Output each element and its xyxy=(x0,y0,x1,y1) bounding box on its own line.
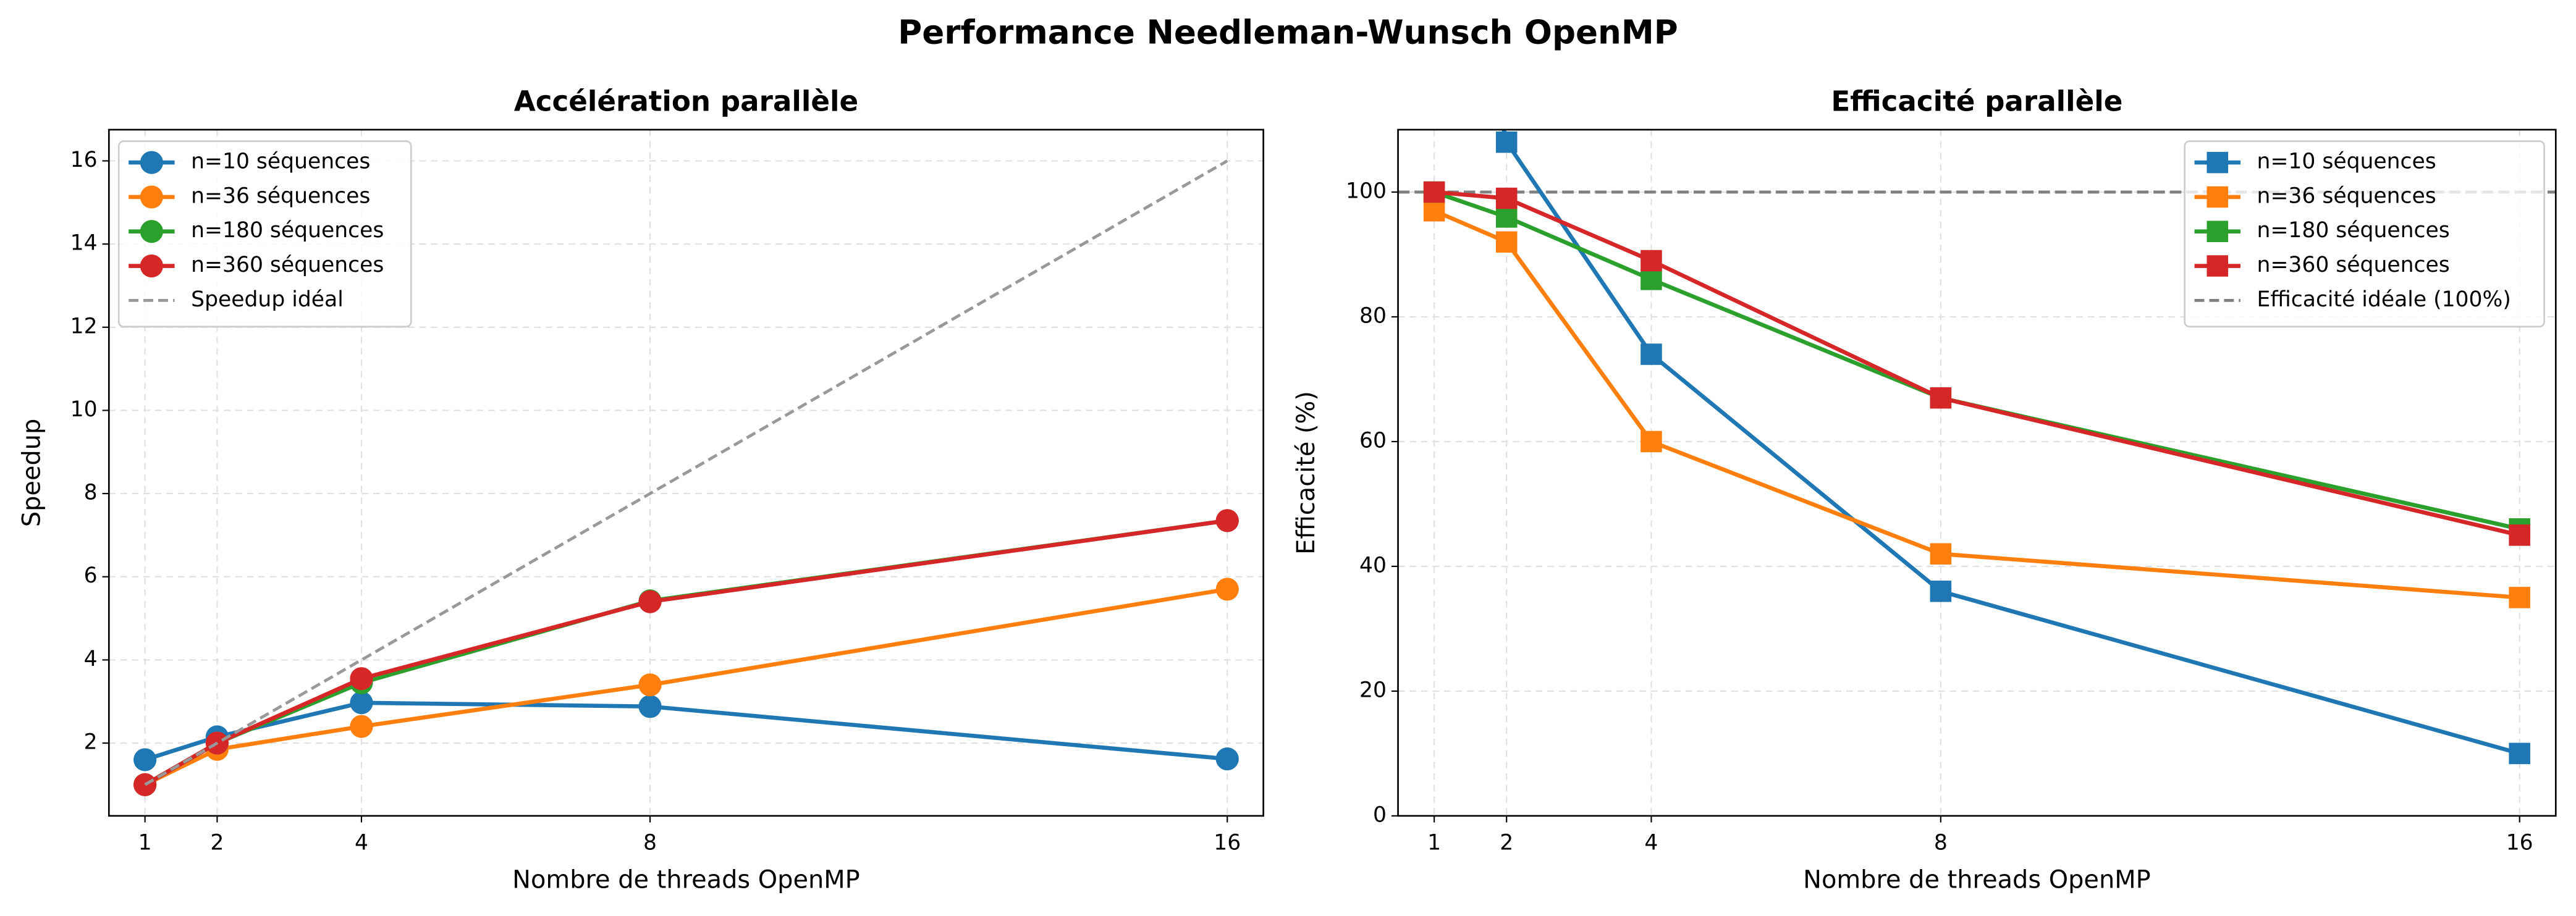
y-tick-label: 8 xyxy=(84,481,98,505)
axes-frame xyxy=(108,128,1264,817)
x-tick-label: 2 xyxy=(1500,831,1513,855)
marker xyxy=(638,590,662,613)
legend-label: n=180 séquences xyxy=(2257,218,2450,243)
legend-label: n=360 séquences xyxy=(191,253,384,277)
marker xyxy=(1423,181,1445,203)
marker xyxy=(140,151,163,174)
legend-label: n=36 séquences xyxy=(191,183,370,208)
marker xyxy=(1495,131,1518,153)
marker xyxy=(1930,581,1952,602)
y-axis-label: Speedup xyxy=(18,419,46,527)
marker xyxy=(350,715,373,738)
x-tick-label: 8 xyxy=(643,831,657,855)
x-axis-label: Nombre de threads OpenMP xyxy=(512,866,860,894)
x-tick-label: 4 xyxy=(355,831,368,855)
marker xyxy=(1495,231,1518,253)
marker xyxy=(350,691,373,715)
marker xyxy=(2509,524,2530,546)
marker xyxy=(1495,187,1518,209)
marker xyxy=(2206,221,2229,243)
plot-area xyxy=(133,159,1239,796)
chart-title: Accélération parallèle xyxy=(514,85,858,117)
x-tick-label: 1 xyxy=(138,831,152,855)
series-line xyxy=(144,700,1228,762)
marker xyxy=(2509,742,2530,765)
x-tick-label: 2 xyxy=(210,831,224,855)
chart-title: Efficacité parallèle xyxy=(1831,85,2122,117)
legend: n=10 séquences n=36 séquences n=180 séquen… xyxy=(117,140,412,328)
y-tick-label: 6 xyxy=(84,563,98,588)
series-line xyxy=(144,159,1228,786)
y-tick-label: 80 xyxy=(1359,303,1387,328)
marker xyxy=(140,185,163,209)
legend-label: n=36 séquences xyxy=(2257,183,2436,208)
x-tick-label: 1 xyxy=(1427,831,1441,855)
y-tick-label: 10 xyxy=(70,397,98,422)
y-tick-label: 40 xyxy=(1359,553,1387,578)
legend-box xyxy=(2184,140,2545,328)
series-line xyxy=(144,587,1228,787)
marker xyxy=(1215,509,1239,532)
marker xyxy=(1215,747,1239,771)
marker xyxy=(1641,269,1662,290)
chart: Accélération parallèle Nombre de threads … xyxy=(18,85,1264,894)
legend-label: n=360 séquences xyxy=(2257,253,2450,277)
y-axis-label: Efficacité (%) xyxy=(1292,391,1320,555)
x-axis-label: Nombre de threads OpenMP xyxy=(1803,866,2151,894)
y-tick-label: 16 xyxy=(70,148,98,172)
marker xyxy=(1641,250,1662,272)
x-tick-label: 16 xyxy=(1214,831,1241,855)
marker xyxy=(1641,343,1662,365)
legend-label: n=10 séquences xyxy=(2257,149,2436,174)
chart: Efficacité parallèle Nombre de threads Op… xyxy=(1292,85,2557,894)
y-tick-label: 2 xyxy=(84,730,98,755)
marker xyxy=(2206,151,2229,174)
figure-title: Performance Needleman-Wunsch OpenMP xyxy=(898,13,1678,51)
y-tick-label: 4 xyxy=(84,647,98,671)
y-tick-label: 20 xyxy=(1359,678,1387,702)
legend: n=10 séquences n=36 séquences n=180 séquen… xyxy=(2184,140,2545,328)
marker xyxy=(140,254,163,278)
legend-label: Efficacité idéale (100%) xyxy=(2257,287,2511,312)
marker xyxy=(1641,431,1662,453)
marker xyxy=(2509,587,2530,608)
marker xyxy=(140,220,163,243)
marker xyxy=(1215,578,1239,601)
axes-frame xyxy=(1397,128,2557,817)
marker xyxy=(1930,387,1952,409)
marker xyxy=(1423,200,1445,222)
legend-label: n=10 séquences xyxy=(191,149,370,174)
marker xyxy=(350,667,373,691)
marker xyxy=(2206,255,2229,277)
marker xyxy=(638,673,662,697)
y-tick-label: 100 xyxy=(1346,179,1387,203)
legend-label: Speedup idéal xyxy=(191,287,344,312)
x-tick-label: 4 xyxy=(1644,831,1658,855)
y-tick-label: 60 xyxy=(1359,428,1387,453)
marker xyxy=(1495,206,1518,228)
y-tick-label: 12 xyxy=(70,314,98,338)
marker xyxy=(638,695,662,718)
plot-area xyxy=(1398,129,2556,765)
legend-label: n=180 séquences xyxy=(191,218,384,243)
marker xyxy=(133,748,157,771)
y-tick-label: 14 xyxy=(70,231,98,256)
marker xyxy=(1930,543,1952,565)
marker xyxy=(2206,186,2229,208)
x-tick-label: 8 xyxy=(1934,831,1948,855)
legend-box xyxy=(117,140,412,328)
y-tick-label: 0 xyxy=(1373,802,1387,827)
x-tick-label: 16 xyxy=(2506,831,2533,855)
